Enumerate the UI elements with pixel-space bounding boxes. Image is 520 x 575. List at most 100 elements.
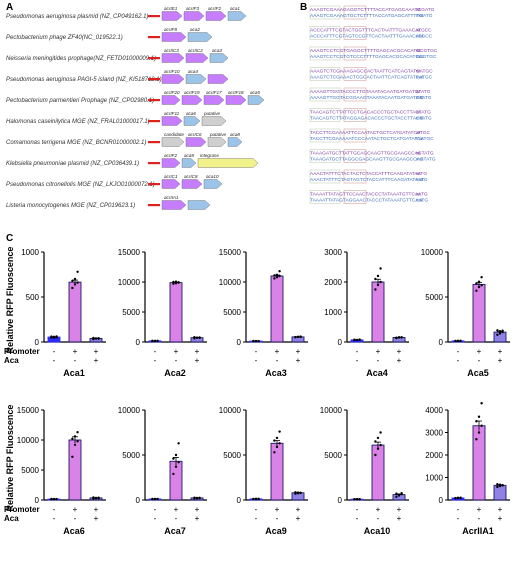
wt-tag: wt	[416, 192, 421, 197]
motif-box	[309, 87, 341, 102]
gene-arrow	[197, 158, 259, 168]
gene-name: aca4	[188, 69, 198, 74]
aca-sign: -	[74, 514, 77, 523]
data-point	[355, 338, 359, 342]
gene-name: aca8	[230, 132, 240, 137]
gene-arrow	[181, 158, 197, 168]
promoter-sign: +	[195, 347, 200, 356]
bar	[493, 484, 507, 501]
gene-name: acrIF2	[164, 153, 177, 158]
cluster-label: Halomonas caseinilytica MGE (NZ_FRAL0100…	[6, 119, 150, 125]
bar	[68, 439, 82, 501]
data-point	[275, 273, 279, 276]
gene-name: acrIF11	[164, 111, 180, 116]
panel-letter-c: C	[6, 233, 14, 244]
wt-sequence: TAAAGATGCTTATTGCAGCAAGTTGCGAAGCCAGTATG	[310, 151, 434, 157]
aca-sign: -	[276, 356, 279, 365]
promoter-sign: +	[73, 505, 78, 514]
aca-sign: -	[175, 514, 178, 523]
y-tick-label: 0	[237, 496, 242, 505]
mutant-tag: mut	[416, 136, 424, 141]
mutant-sequence: AAAGTCCTCGTGTCCCTTTTGAGCACGCACATGCGTGC	[310, 54, 437, 60]
gene-arrow	[161, 200, 187, 210]
gene-arrow	[181, 95, 203, 105]
y-tick-label: 5000	[122, 308, 140, 317]
gene-name: acrIF20	[164, 90, 180, 95]
promoter-mark	[148, 15, 160, 18]
aca-sign: +	[397, 514, 402, 523]
wt-tag: wt	[416, 7, 421, 12]
mutation-box	[343, 87, 367, 102]
y-tick-label: 0	[35, 496, 40, 505]
mutation-box	[343, 190, 367, 204]
data-point	[278, 270, 281, 273]
motif-box	[309, 26, 341, 40]
data-point	[275, 445, 279, 449]
promoter-sign: +	[174, 347, 179, 356]
data-point	[151, 497, 154, 501]
gene-name: aca6	[186, 111, 196, 116]
gene-arrow	[161, 158, 181, 168]
gene-cluster-row: Listeria monocytogenes MGE (NZ_CP019623.…	[6, 195, 211, 210]
bar	[371, 281, 385, 343]
data-point	[379, 280, 382, 284]
data-point	[50, 497, 53, 501]
motif-box	[309, 108, 341, 122]
gene-arrow	[161, 95, 181, 105]
promoter-row-label: Promoter	[4, 505, 40, 514]
wt-sequence: AAACTATTTCTACTACTCTACCATTTCAAGATATAATG	[310, 171, 427, 177]
promoter-sign: +	[296, 347, 301, 356]
mutant-tag: mut	[416, 177, 424, 182]
gene-name: aca5	[250, 90, 260, 95]
cluster-label: Pseudomonas aeruginosa PAGI-5 island (NZ…	[6, 77, 162, 83]
data-point	[254, 497, 258, 501]
y-tick-label: 10000	[118, 406, 141, 415]
alignment-row: TAAAATTATAGTTCCAACTACCCTATAAATGTTCAATGTA…	[309, 190, 428, 204]
aca-sign: -	[74, 356, 77, 365]
data-point	[55, 498, 58, 501]
motif-box	[309, 5, 341, 20]
wt-tag: wt	[416, 151, 421, 156]
alignment-row: AAAAGTTGGTACCCTTGTAAATACAATGATGATGTATGAA…	[309, 87, 432, 102]
promoter-sign: +	[376, 505, 381, 514]
data-point	[374, 277, 377, 281]
chart-title: Aca1	[63, 368, 85, 378]
bar	[472, 425, 486, 501]
data-point	[52, 497, 56, 501]
gene-name: acrIIC2	[188, 48, 203, 53]
data-point	[156, 339, 159, 343]
data-point	[480, 284, 483, 287]
wt-sequence: ACCCATTTCGTACTGGTTTCACTAATTTGAAACATGCC	[310, 28, 432, 34]
y-tick-label: 0	[35, 338, 40, 347]
aca-sign: -	[457, 514, 460, 523]
data-point	[379, 443, 382, 447]
data-point	[174, 453, 178, 457]
chart-title: Aca7	[164, 526, 186, 536]
cluster-label: Pectobacterium parmentieri Prophage (NZ_…	[6, 98, 154, 104]
promoter-sign: -	[356, 347, 359, 356]
aca-sign: +	[195, 356, 200, 365]
gene-cluster-row: Pectobacterium phage ZF40(NC_019522.1) ac…	[6, 27, 213, 42]
mutation-box	[343, 108, 367, 122]
data-point	[172, 280, 175, 284]
wt-sequence: TACCTTCGAAAATTCCAATACTGCTCATGATATCATGC	[310, 130, 430, 136]
data-point	[73, 277, 77, 281]
data-point	[151, 339, 154, 343]
gene-arrow	[161, 179, 181, 189]
cluster-label: Pseudomonas citronellolis MGE (NZ_LKJO01…	[6, 182, 155, 188]
y-tick-label: 10000	[320, 406, 343, 415]
wt-tag: wt	[416, 89, 421, 94]
mutant-sequence: TAAAGATGCTTAGGCGAGCAAGTTGCGAAGCCAGTATG	[310, 157, 436, 163]
data-point	[273, 451, 276, 454]
data-point	[395, 492, 398, 495]
data-point	[97, 497, 100, 500]
aca-sign: +	[94, 514, 99, 523]
motif-box	[309, 190, 341, 204]
mutant-sequence: TAAAATTATAGTAGGAACTACCCTATAAATGTTCAATG	[310, 198, 428, 204]
gene-arrow	[207, 137, 227, 147]
data-point	[73, 443, 77, 446]
mutation-box	[343, 46, 367, 61]
promoter-sign: +	[94, 347, 99, 356]
promoter-mark	[148, 99, 160, 102]
